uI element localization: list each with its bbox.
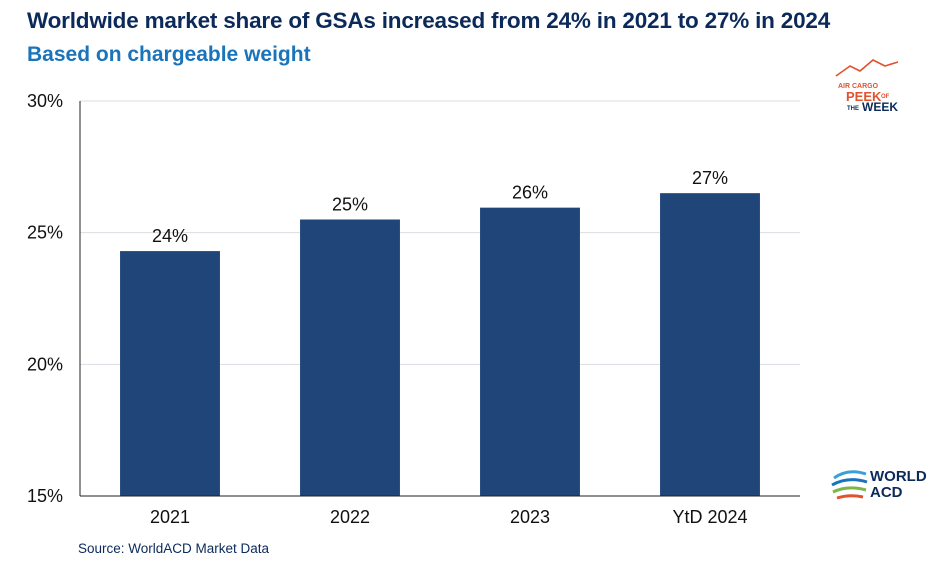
peek-logo-line3: OF [881,94,890,100]
source-note: Source: WorldACD Market Data [78,541,270,556]
bar [120,251,220,496]
bar [660,193,760,496]
x-tick-label: 2021 [150,507,190,527]
data-labels: 24% 25% 26% 27% [152,168,728,246]
bar [480,207,580,496]
worldacd-logo-line1: WORLD [870,468,927,485]
bar-data-label: 25% [332,195,368,215]
globe-icon [831,470,868,500]
peek-logo-line2: PEEK [846,89,882,104]
x-tick-label: 2023 [510,507,550,527]
y-tick-label: 15% [27,486,63,506]
trend-arrow-icon [835,59,899,77]
x-tick-label: 2022 [330,507,370,527]
y-tick-label: 20% [27,354,63,374]
peek-logo-line5: WEEK [862,100,898,114]
bar-data-label: 26% [512,183,548,203]
peek-logo-line4: THE [847,106,859,112]
y-tick-label: 25% [27,223,63,243]
y-tick-label: 30% [27,91,63,111]
x-tick-label: YtD 2024 [672,507,747,527]
bar [300,219,400,496]
worldacd-logo: WORLD ACD [831,468,927,501]
y-axis-ticks: 15% 20% 25% 30% [27,91,63,506]
bars [120,193,760,496]
peek-of-the-week-logo: AIR CARGO PEEK OF THE WEEK [835,59,899,114]
bar-data-label: 27% [692,168,728,188]
chart-subtitle: Based on chargeable weight [27,43,311,66]
peek-logo-line1: AIR CARGO [838,83,879,90]
bar-data-label: 24% [152,226,188,246]
worldacd-logo-line2: ACD [870,484,903,501]
x-axis-ticks: 2021 2022 2023 YtD 2024 [150,507,748,527]
chart-title: Worldwide market share of GSAs increased… [27,8,831,33]
